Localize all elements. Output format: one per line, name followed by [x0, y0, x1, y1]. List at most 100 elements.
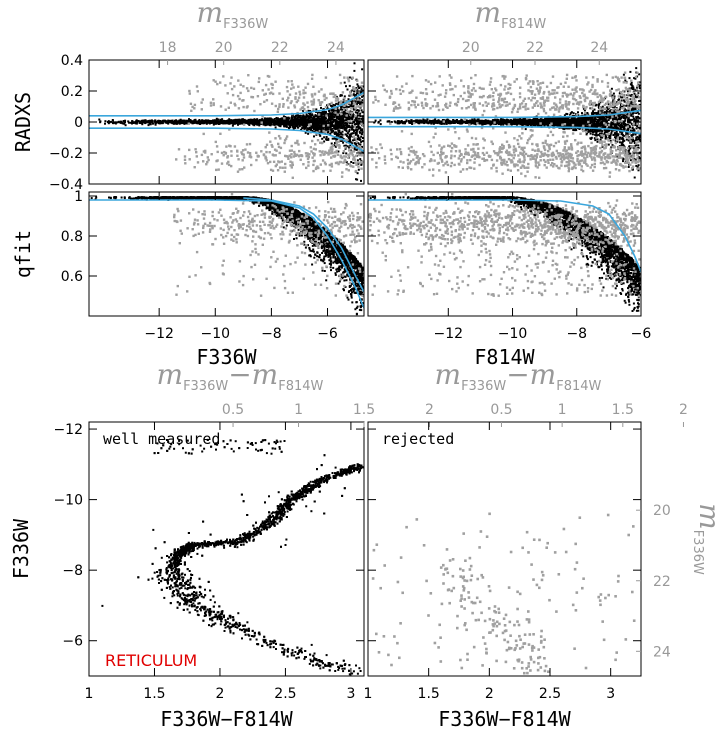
- good-star-point: [354, 111, 357, 114]
- rejected-star-point: [194, 148, 197, 151]
- rejected-star-point: [265, 99, 269, 102]
- rejected-star-point: [323, 98, 326, 101]
- good-star-point: [321, 113, 324, 116]
- rejected-star-point: [334, 99, 338, 102]
- rejected-star-point: [327, 153, 330, 156]
- good-star-point: [238, 118, 241, 121]
- good-star-point: [357, 168, 360, 171]
- rejected-star-point: [302, 92, 305, 95]
- rejected-star-point: [360, 122, 363, 126]
- rejected-star-point: [217, 168, 220, 171]
- good-star-point: [460, 118, 463, 121]
- good-star-point: [206, 120, 209, 123]
- rejected-star-point: [344, 100, 347, 103]
- good-star-point: [154, 120, 157, 122]
- good-star-point: [348, 146, 351, 149]
- good-star-point: [519, 117, 522, 120]
- rejected-star-point: [343, 138, 346, 142]
- rejected-star-point: [196, 161, 200, 164]
- good-star-point: [298, 125, 301, 128]
- rejected-star-point: [282, 103, 285, 106]
- good-star-point: [285, 125, 288, 128]
- rejected-star-point: [249, 154, 252, 157]
- rejected-star-point: [317, 113, 321, 116]
- good-star-point: [634, 158, 637, 161]
- rejected-star-point: [352, 150, 356, 153]
- rejected-star-point: [352, 98, 355, 101]
- good-star-point: [563, 114, 566, 117]
- good-star-point: [210, 120, 213, 123]
- rejected-star-point: [327, 124, 330, 127]
- rejected-star-point: [275, 149, 278, 152]
- good-star-point: [157, 120, 160, 123]
- rejected-star-point: [264, 146, 267, 149]
- good-star-point: [270, 123, 273, 126]
- rejected-star-point: [274, 137, 277, 140]
- good-star-point: [338, 131, 341, 133]
- good-star-point: [604, 120, 607, 123]
- good-star-point: [199, 122, 201, 125]
- good-star-point: [294, 122, 297, 124]
- good-star-point: [314, 115, 316, 118]
- good-star-point: [625, 124, 628, 127]
- good-star-point: [314, 129, 317, 132]
- good-star-point: [358, 130, 361, 133]
- good-star-point: [353, 62, 356, 65]
- good-star-point: [334, 137, 337, 140]
- rejected-star-point: [202, 132, 205, 136]
- rejected-star-point: [337, 143, 341, 147]
- good-star-point: [390, 121, 393, 123]
- good-star-point: [263, 122, 266, 125]
- rejected-star-point: [290, 149, 293, 152]
- rejected-star-point: [225, 145, 228, 148]
- good-star-point: [337, 129, 340, 132]
- good-star-point: [547, 120, 550, 123]
- rejected-star-point: [320, 88, 323, 91]
- good-star-point: [345, 161, 348, 163]
- good-star-point: [348, 105, 351, 108]
- good-star-point: [327, 118, 330, 120]
- good-star-point: [599, 138, 602, 141]
- good-star-point: [323, 136, 326, 139]
- rejected-star-point: [263, 93, 266, 96]
- good-star-point: [603, 124, 606, 127]
- good-star-point: [361, 101, 364, 104]
- rejected-star-point: [288, 149, 292, 152]
- rejected-star-point: [342, 150, 346, 153]
- rejected-star-point: [332, 92, 335, 95]
- good-star-point: [140, 120, 143, 123]
- good-star-point: [175, 120, 178, 123]
- good-star-point: [336, 126, 339, 129]
- good-star-point: [296, 118, 299, 121]
- rejected-star-point: [202, 160, 205, 163]
- good-star-point: [193, 121, 196, 124]
- rejected-star-point: [275, 163, 278, 166]
- good-star-point: [566, 121, 569, 124]
- good-star-point: [357, 134, 360, 137]
- rejected-star-point: [229, 82, 232, 85]
- good-star-point: [333, 127, 336, 130]
- good-star-point: [635, 116, 638, 119]
- good-star-point: [348, 140, 351, 143]
- good-star-point: [143, 121, 146, 124]
- good-star-point: [295, 114, 298, 117]
- rejected-star-point: [319, 163, 322, 166]
- good-star-point: [343, 126, 346, 129]
- good-star-point: [345, 127, 348, 130]
- good-star-point: [630, 81, 633, 84]
- good-star-point: [328, 116, 331, 119]
- good-star-point: [247, 122, 250, 125]
- good-star-point: [98, 118, 101, 121]
- good-star-point: [184, 121, 187, 124]
- good-star-point: [604, 135, 607, 138]
- good-star-point: [139, 122, 142, 124]
- rejected-star-point: [342, 161, 345, 164]
- rejected-star-point: [284, 162, 287, 166]
- rejected-star-point: [281, 97, 284, 100]
- good-star-point: [271, 119, 274, 122]
- rejected-star-point: [271, 145, 274, 148]
- rejected-star-point: [277, 134, 281, 138]
- good-star-point: [608, 110, 611, 113]
- rejected-star-point: [222, 154, 225, 157]
